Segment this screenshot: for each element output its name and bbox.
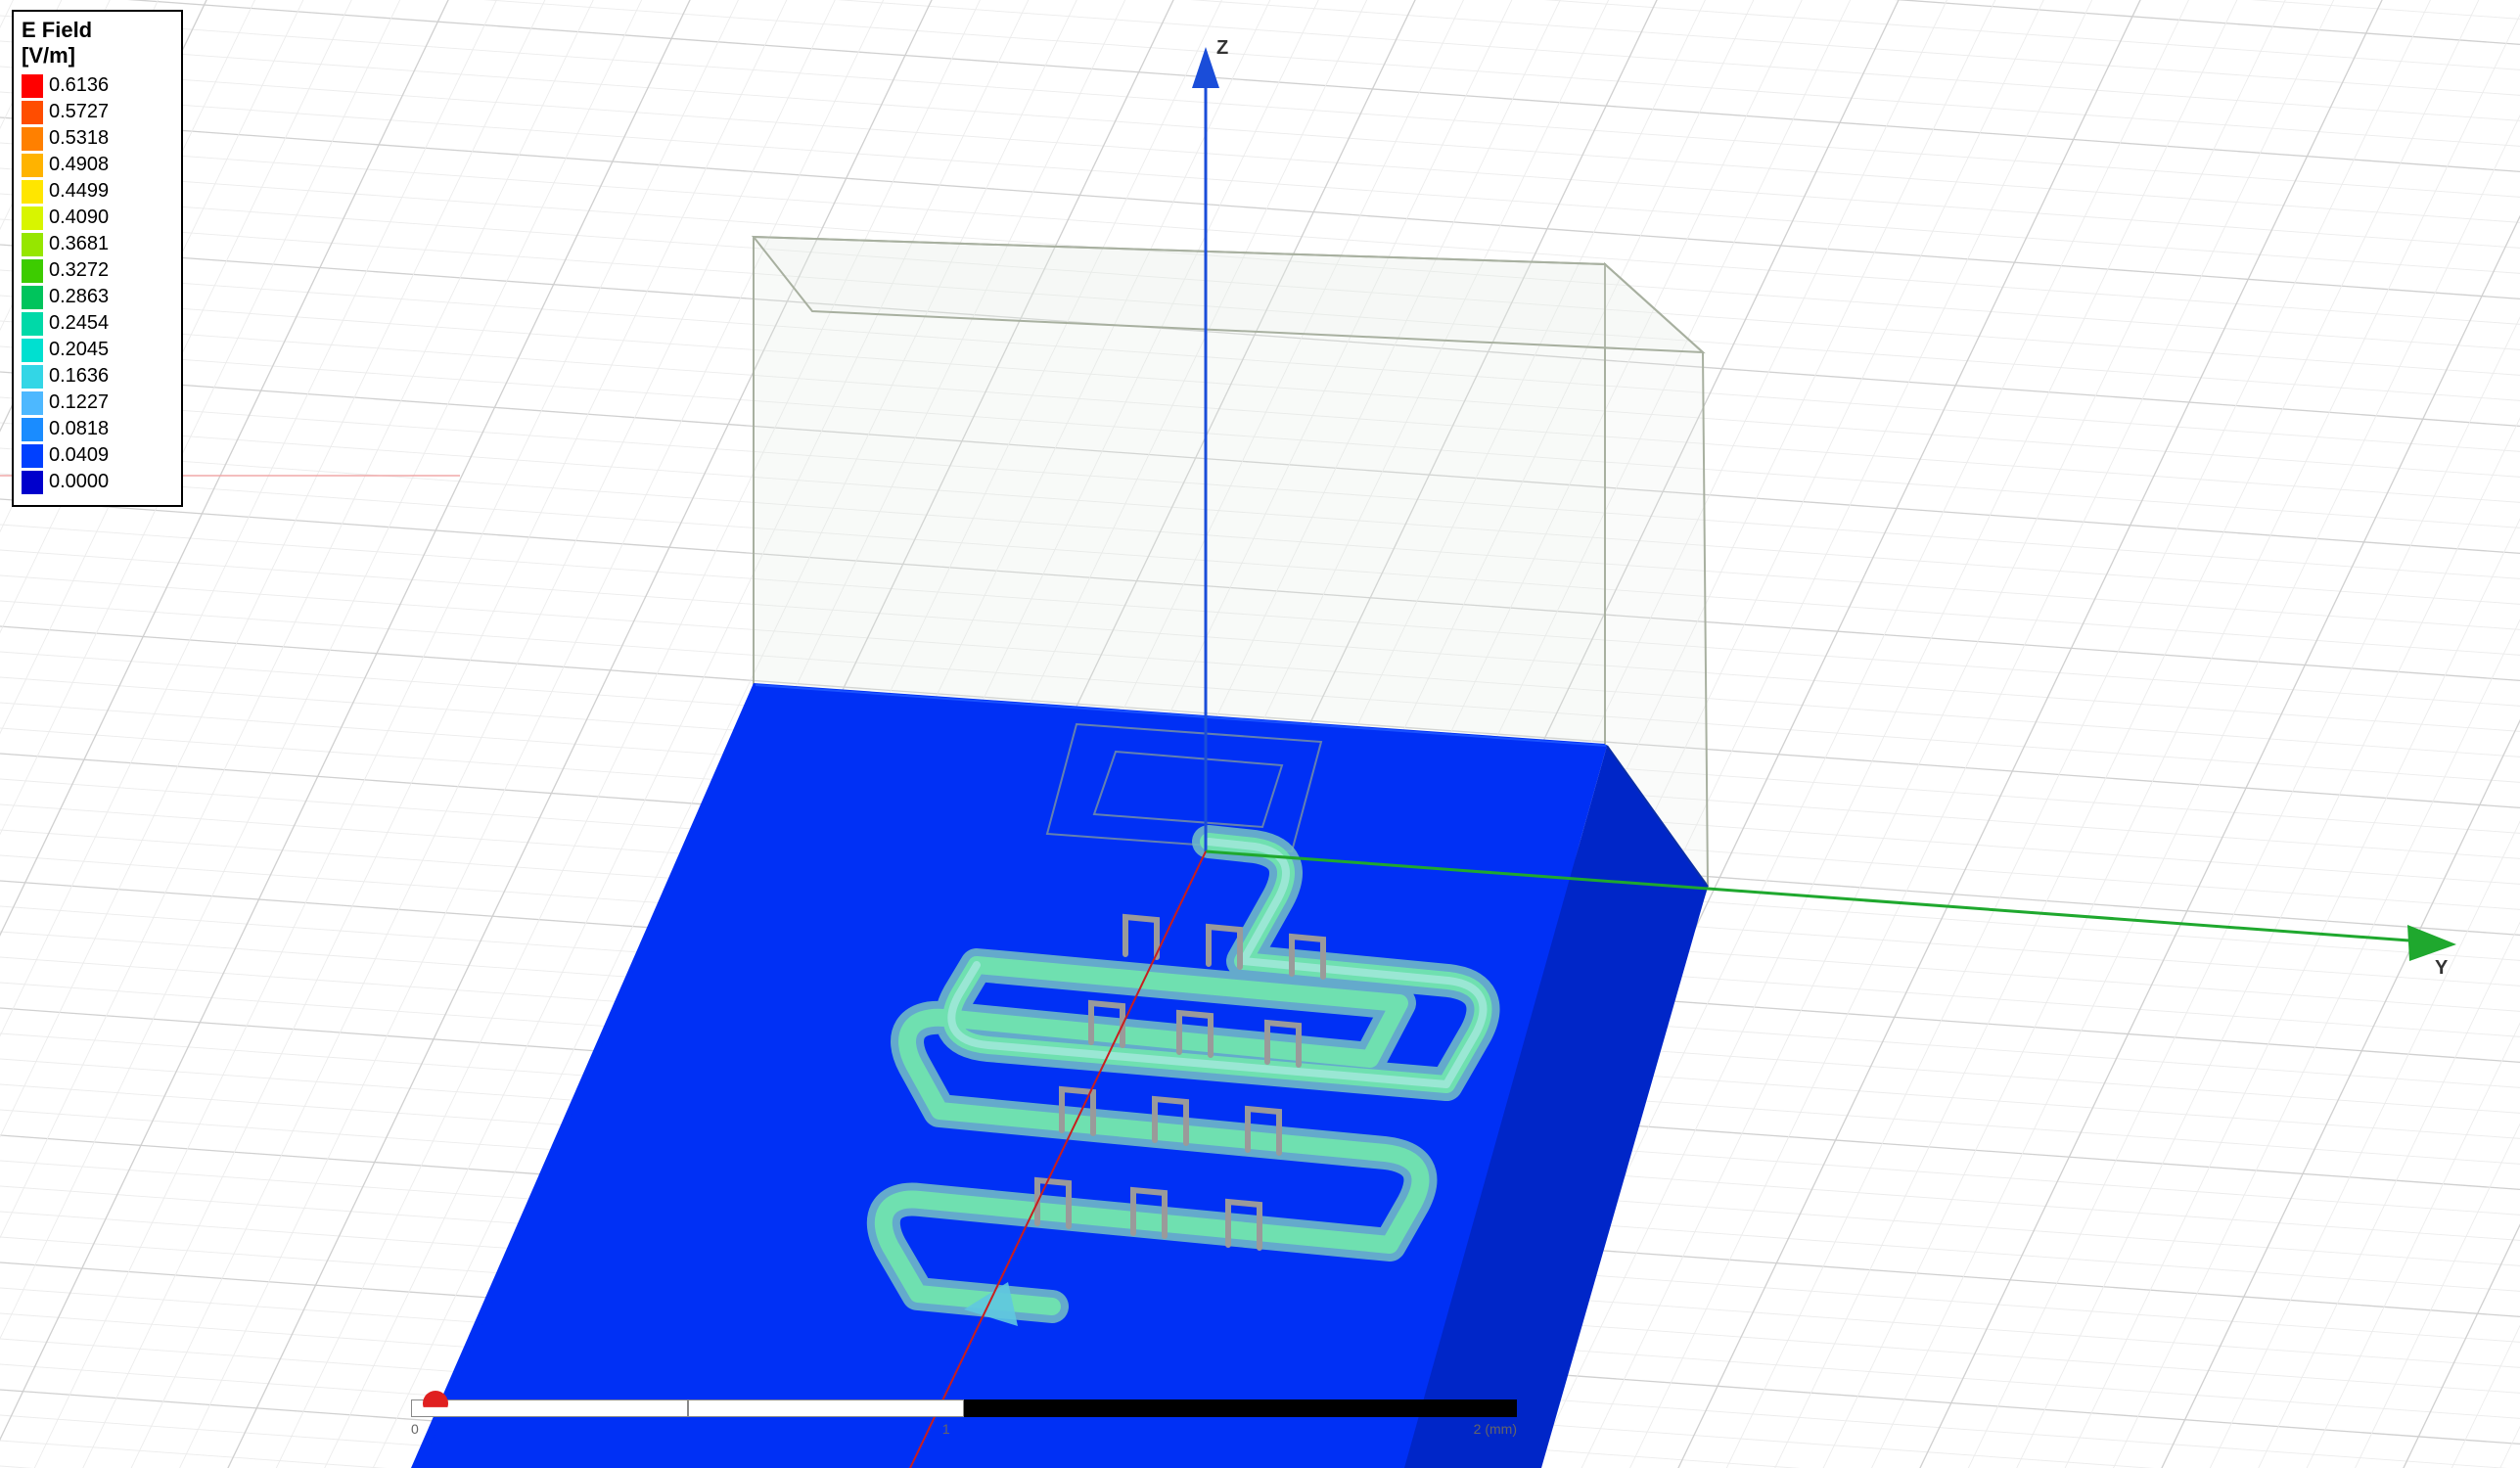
legend-row: 0.0409 [22, 442, 173, 469]
scalebar-track [411, 1399, 1517, 1417]
legend-row: 0.4499 [22, 178, 173, 205]
scalebar-segment [411, 1399, 688, 1417]
legend-swatch [22, 471, 43, 494]
legend-row: 0.5318 [22, 125, 173, 152]
legend-value: 0.3681 [49, 233, 109, 255]
scalebar-segment [964, 1399, 1241, 1417]
legend-row: 0.3272 [22, 257, 173, 284]
scalebar-segment [688, 1399, 965, 1417]
legend-swatch [22, 259, 43, 283]
legend-row: 0.2454 [22, 310, 173, 337]
legend-row: 0.2045 [22, 337, 173, 363]
legend-swatch [22, 233, 43, 256]
legend-row: 0.4908 [22, 152, 173, 178]
legend-row: 0.1227 [22, 390, 173, 416]
legend-value: 0.5318 [49, 127, 109, 150]
legend-value: 0.0409 [49, 444, 109, 467]
legend-value: 0.5727 [49, 101, 109, 123]
legend-value: 0.2454 [49, 312, 109, 335]
legend-swatch [22, 154, 43, 177]
legend-value: 0.0000 [49, 471, 109, 493]
legend-swatch [22, 339, 43, 362]
legend-swatch [22, 391, 43, 415]
scalebar-labels: 0 1 2 (mm) [411, 1421, 1517, 1437]
legend-swatch [22, 180, 43, 204]
legend-value: 0.4908 [49, 154, 109, 176]
legend-row: 0.0818 [22, 416, 173, 442]
legend-value: 0.3272 [49, 259, 109, 282]
color-legend: E Field [V/m] 0.6136 0.5727 0.5318 0.4908 0.… [12, 10, 183, 507]
legend-value: 0.0818 [49, 418, 109, 440]
legend-row: 0.3681 [22, 231, 173, 257]
legend-swatch [22, 74, 43, 98]
legend-unit: [V/m] [22, 43, 173, 69]
model-scene[interactable] [0, 0, 2520, 1468]
legend-value: 0.2863 [49, 286, 109, 308]
legend-swatch [22, 418, 43, 441]
legend-swatch [22, 101, 43, 124]
legend-row: 0.2863 [22, 284, 173, 310]
legend-value: 0.6136 [49, 74, 109, 97]
legend-value: 0.4499 [49, 180, 109, 203]
legend-swatch [22, 312, 43, 336]
scalebar-segment [1241, 1399, 1518, 1417]
z-axis-label: Z [1216, 37, 1228, 60]
legend-swatch [22, 206, 43, 230]
legend-value: 0.1227 [49, 391, 109, 414]
legend-row: 0.6136 [22, 72, 173, 99]
legend-swatch [22, 444, 43, 468]
legend-swatch [22, 286, 43, 309]
legend-row: 0.1636 [22, 363, 173, 390]
scalebar-label: 2 (mm) [1474, 1421, 1517, 1437]
scalebar-label: 1 [942, 1421, 950, 1437]
legend-value: 0.4090 [49, 206, 109, 229]
legend-row: 0.0000 [22, 469, 173, 495]
legend-row: 0.5727 [22, 99, 173, 125]
legend-title: E Field [22, 18, 173, 43]
scale-bar: 0 1 2 (mm) [411, 1399, 1517, 1439]
legend-swatch [22, 127, 43, 151]
substrate [421, 685, 1708, 1468]
y-axis-label: Y [2435, 957, 2448, 980]
legend-value: 0.2045 [49, 339, 109, 361]
simulation-viewport[interactable]: Z Y E Field [V/m] 0.6136 0.5727 0.5318 0.49… [0, 0, 2520, 1468]
legend-swatch [22, 365, 43, 389]
legend-row: 0.4090 [22, 205, 173, 231]
scalebar-label: 0 [411, 1421, 419, 1437]
legend-value: 0.1636 [49, 365, 109, 388]
